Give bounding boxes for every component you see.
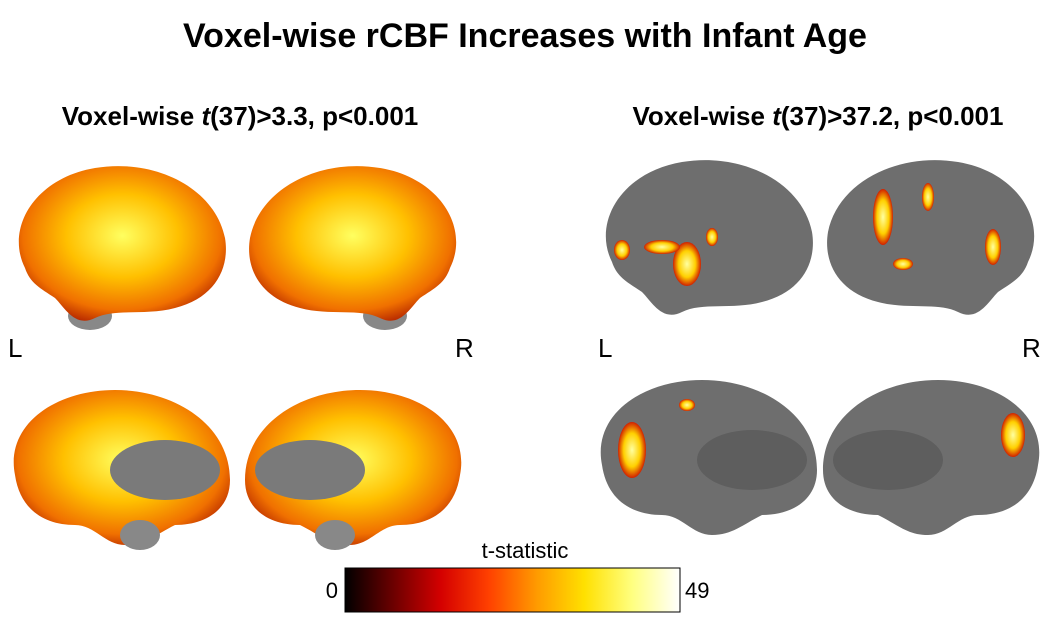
- colorbar-label: t-statistic: [482, 538, 569, 563]
- panel-subtitle: Voxel-wise t(37)>37.2, p<0.001: [633, 101, 1004, 131]
- brain-lateral-left: [605, 160, 813, 315]
- hemisphere-label: L: [598, 333, 612, 363]
- brain-lateral-right: [249, 166, 457, 330]
- panel-subtitle: Voxel-wise t(37)>3.3, p<0.001: [62, 101, 419, 131]
- brain-medial-right: [823, 380, 1040, 535]
- subtitle-part: t: [201, 101, 211, 131]
- subtitle-part: (37)>3.3, p<0.001: [210, 101, 418, 131]
- subtitle-part: Voxel-wise: [62, 101, 202, 131]
- colorbar: [344, 567, 681, 613]
- subtitle-part: (37)>37.2, p<0.001: [781, 101, 1004, 131]
- brain-lateral-right: [827, 160, 1035, 315]
- hemisphere-label: R: [455, 333, 474, 363]
- subtitle-part: t: [772, 101, 782, 131]
- brain-lateral-left: [18, 166, 226, 330]
- hemisphere-label: L: [8, 333, 22, 363]
- colorbar-min: 0: [326, 578, 338, 603]
- brain-medial-left: [13, 390, 230, 550]
- brain-medial-right: [245, 390, 462, 550]
- colorbar-max: 49: [685, 578, 709, 603]
- figure-title: Voxel-wise rCBF Increases with Infant Ag…: [183, 17, 867, 55]
- hemisphere-label: R: [1022, 333, 1041, 363]
- subtitle-part: Voxel-wise: [633, 101, 773, 131]
- brain-medial-left: [600, 380, 817, 535]
